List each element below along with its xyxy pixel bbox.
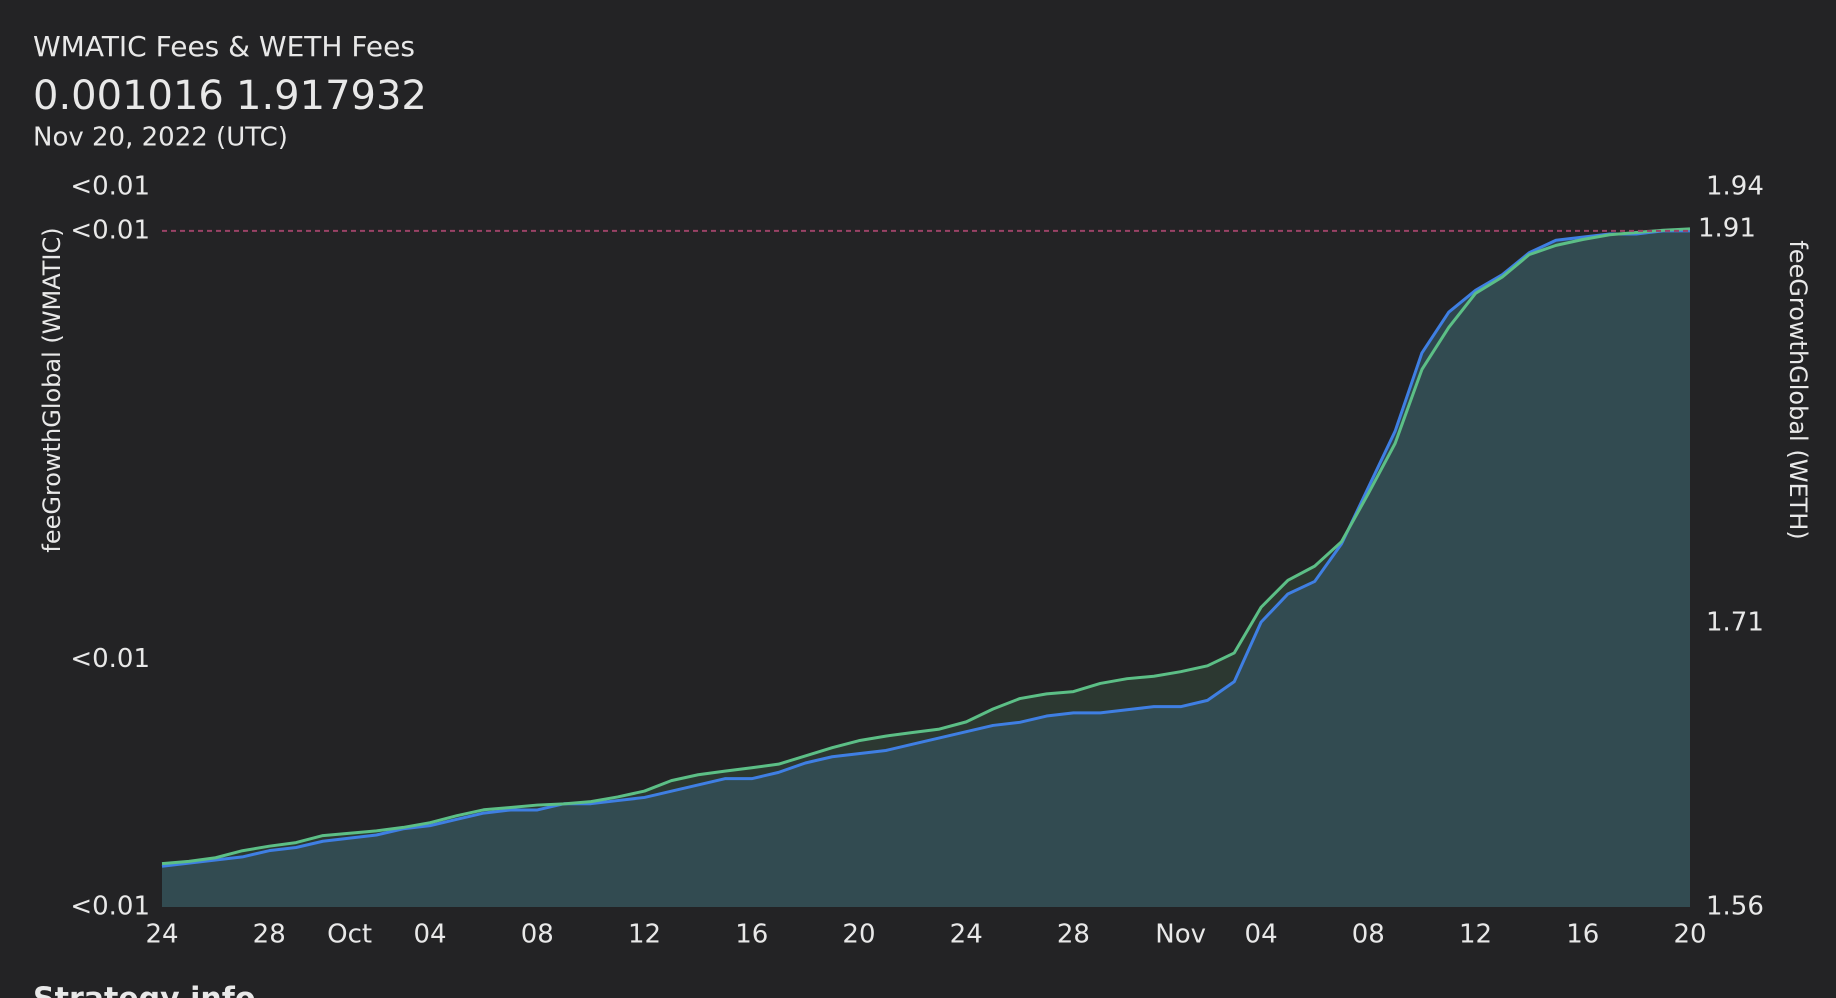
x-tick-label: 24: [145, 920, 178, 950]
chart-title: WMATIC Fees & WETH Fees: [33, 30, 415, 63]
x-tick-label: 16: [1566, 920, 1599, 950]
current-value: 1.917932: [236, 73, 427, 119]
x-tick-label: 04: [1245, 920, 1278, 950]
y-tick-label: <0.01: [70, 644, 150, 674]
current-axis-label: 1.91: [1698, 213, 1756, 243]
y2-tick-label: 1.56: [1706, 892, 1764, 922]
current-axis-label: <0.01: [70, 215, 150, 245]
x-tick-label: 08: [521, 920, 554, 950]
y-axis-title: feeGrowthGlobal (WMATIC): [38, 227, 66, 552]
x-tick-label: 28: [1057, 920, 1090, 950]
x-tick-label: 20: [842, 920, 875, 950]
current-value: 0.001016: [33, 73, 224, 119]
y-tick-label: <0.01: [70, 892, 150, 922]
x-tick-label: 12: [628, 920, 661, 950]
line: [161, 227, 1691, 866]
y-tick-label: <0.01: [70, 172, 150, 202]
current-date: Nov 20, 2022 (UTC): [33, 123, 288, 153]
y2-axis-title: feeGrowthGlobal (WETH): [1784, 240, 1812, 539]
y2-tick-label: 1.94: [1706, 172, 1764, 202]
x-tick-label: 24: [950, 920, 983, 950]
x-tick-label: 04: [414, 920, 447, 950]
x-tick-label: Nov: [1155, 920, 1206, 950]
x-tick-label: Oct: [327, 920, 372, 950]
section-heading: Strategy info: [33, 982, 255, 998]
x-tick-label: 16: [735, 920, 768, 950]
x-tick-label: 20: [1673, 920, 1706, 950]
y2-tick-label: 1.71: [1706, 607, 1764, 637]
area: [162, 230, 1690, 908]
line: [161, 229, 1690, 868]
x-tick-label: 28: [253, 920, 286, 950]
x-tick-label: 08: [1352, 920, 1385, 950]
x-tick-label: 12: [1459, 920, 1492, 950]
